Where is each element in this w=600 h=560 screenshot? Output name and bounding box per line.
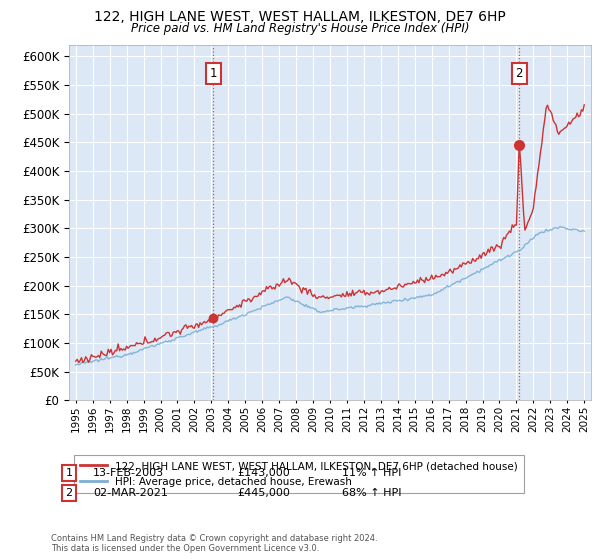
Text: 13-FEB-2003: 13-FEB-2003 bbox=[93, 468, 164, 478]
Text: 2: 2 bbox=[515, 67, 523, 80]
Legend: 122, HIGH LANE WEST, WEST HALLAM, ILKESTON, DE7 6HP (detached house), HPI: Avera: 122, HIGH LANE WEST, WEST HALLAM, ILKEST… bbox=[74, 455, 524, 493]
Text: 2: 2 bbox=[65, 488, 73, 498]
Text: 122, HIGH LANE WEST, WEST HALLAM, ILKESTON, DE7 6HP: 122, HIGH LANE WEST, WEST HALLAM, ILKEST… bbox=[94, 10, 506, 24]
Text: 68% ↑ HPI: 68% ↑ HPI bbox=[342, 488, 401, 498]
Text: £143,000: £143,000 bbox=[237, 468, 290, 478]
Text: Contains HM Land Registry data © Crown copyright and database right 2024.
This d: Contains HM Land Registry data © Crown c… bbox=[51, 534, 377, 553]
Text: 11% ↑ HPI: 11% ↑ HPI bbox=[342, 468, 401, 478]
Text: 1: 1 bbox=[209, 67, 217, 80]
Text: 02-MAR-2021: 02-MAR-2021 bbox=[93, 488, 168, 498]
Text: £445,000: £445,000 bbox=[237, 488, 290, 498]
Text: 1: 1 bbox=[65, 468, 73, 478]
Text: Price paid vs. HM Land Registry's House Price Index (HPI): Price paid vs. HM Land Registry's House … bbox=[131, 22, 469, 35]
